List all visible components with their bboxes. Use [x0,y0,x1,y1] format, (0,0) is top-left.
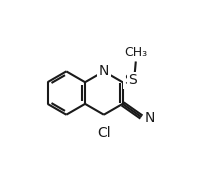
Text: N: N [99,64,109,78]
Text: CH₃: CH₃ [124,46,147,59]
Text: S: S [124,73,133,87]
Text: S: S [129,73,137,87]
Text: Cl: Cl [97,126,111,140]
Text: N: N [144,111,155,125]
